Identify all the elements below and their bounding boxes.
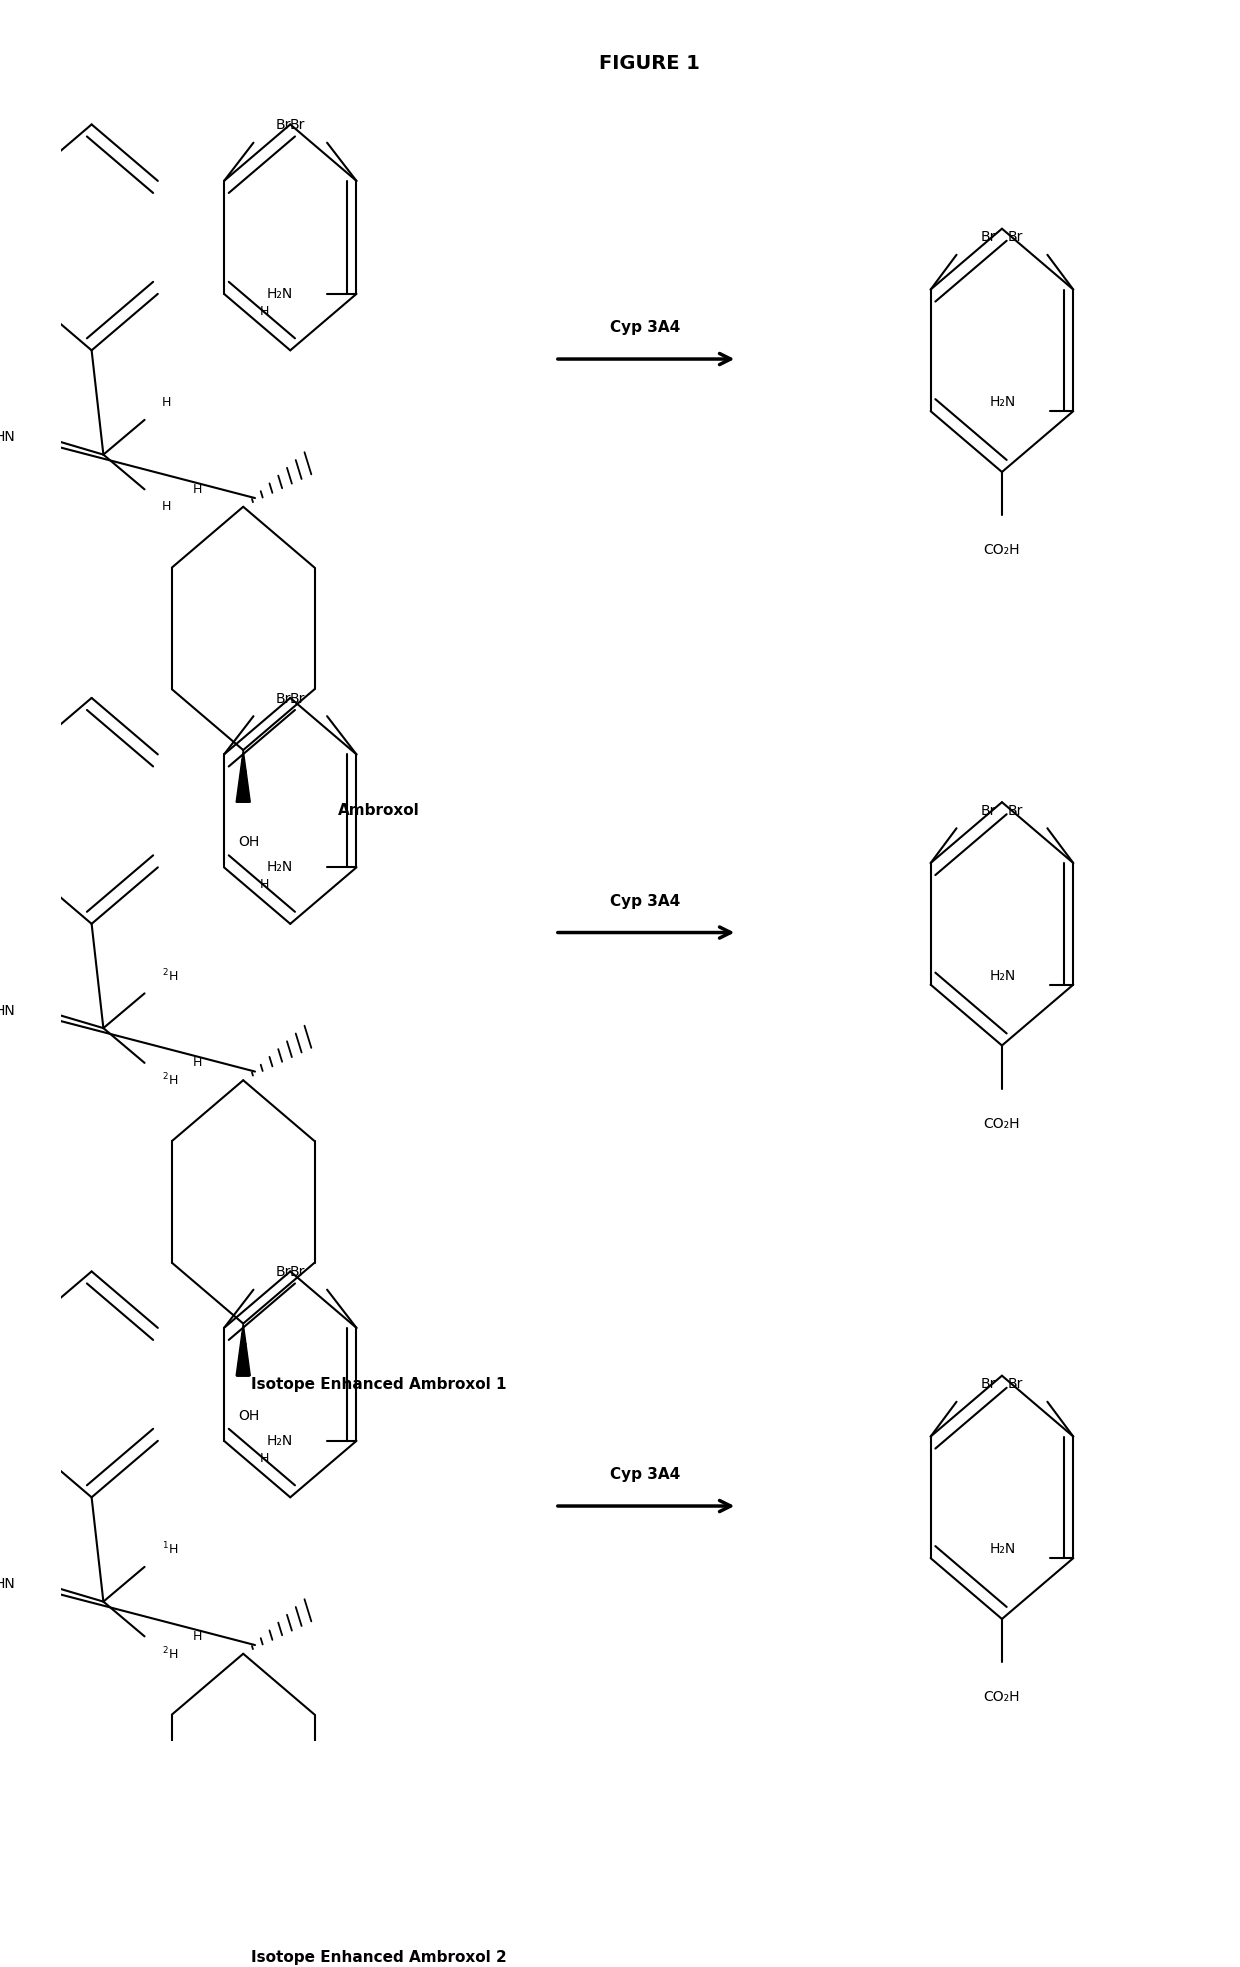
Text: $^{2}$H: $^{2}$H bbox=[162, 1072, 179, 1088]
Text: H₂N: H₂N bbox=[267, 287, 293, 301]
Text: Br: Br bbox=[1008, 230, 1023, 244]
Text: Cyp 3A4: Cyp 3A4 bbox=[610, 893, 681, 909]
Text: Br: Br bbox=[290, 118, 305, 132]
Text: $^{2}$H: $^{2}$H bbox=[162, 968, 179, 984]
Text: H: H bbox=[192, 1056, 202, 1070]
Text: H: H bbox=[259, 877, 269, 891]
Text: Br: Br bbox=[1008, 805, 1023, 818]
Text: HN: HN bbox=[0, 1003, 15, 1017]
Text: CO₂H: CO₂H bbox=[983, 543, 1021, 557]
Text: Br: Br bbox=[1008, 1377, 1023, 1391]
Text: Br: Br bbox=[290, 692, 305, 706]
Polygon shape bbox=[236, 749, 250, 803]
Text: H₂N: H₂N bbox=[267, 1434, 293, 1448]
Text: H: H bbox=[192, 482, 202, 496]
Text: H: H bbox=[192, 1631, 202, 1642]
Text: $^{2}$H: $^{2}$H bbox=[162, 1646, 179, 1662]
Text: Br: Br bbox=[290, 1265, 305, 1279]
Text: Ambroxol: Ambroxol bbox=[337, 803, 419, 818]
Text: H: H bbox=[162, 500, 171, 513]
Text: OH: OH bbox=[238, 1408, 259, 1422]
Text: CO₂H: CO₂H bbox=[983, 1690, 1021, 1703]
Text: FIGURE 1: FIGURE 1 bbox=[599, 55, 699, 73]
Text: Br: Br bbox=[275, 692, 290, 706]
Text: H₂N: H₂N bbox=[267, 860, 293, 875]
Polygon shape bbox=[236, 1896, 250, 1949]
Text: H: H bbox=[259, 305, 269, 319]
Text: HN: HN bbox=[0, 431, 15, 445]
Text: Br: Br bbox=[981, 805, 996, 818]
Text: Cyp 3A4: Cyp 3A4 bbox=[610, 321, 681, 334]
Text: H₂N: H₂N bbox=[990, 395, 1016, 409]
Text: H: H bbox=[162, 395, 171, 409]
Text: $^{1}$H: $^{1}$H bbox=[162, 1542, 179, 1558]
Text: CO₂H: CO₂H bbox=[983, 1117, 1021, 1131]
Text: Br: Br bbox=[275, 118, 290, 132]
Text: Br: Br bbox=[275, 1265, 290, 1279]
Text: H: H bbox=[259, 1452, 269, 1465]
Text: Br: Br bbox=[981, 230, 996, 244]
Text: OH: OH bbox=[238, 836, 259, 850]
Text: Cyp 3A4: Cyp 3A4 bbox=[610, 1467, 681, 1483]
Text: Isotope Enhanced Ambroxol 1: Isotope Enhanced Ambroxol 1 bbox=[250, 1377, 506, 1393]
Text: Br: Br bbox=[981, 1377, 996, 1391]
Text: H₂N: H₂N bbox=[990, 1542, 1016, 1556]
Text: HN: HN bbox=[0, 1578, 15, 1591]
Polygon shape bbox=[236, 1324, 250, 1375]
Text: H₂N: H₂N bbox=[990, 970, 1016, 984]
Text: Isotope Enhanced Ambroxol 2: Isotope Enhanced Ambroxol 2 bbox=[250, 1951, 506, 1965]
